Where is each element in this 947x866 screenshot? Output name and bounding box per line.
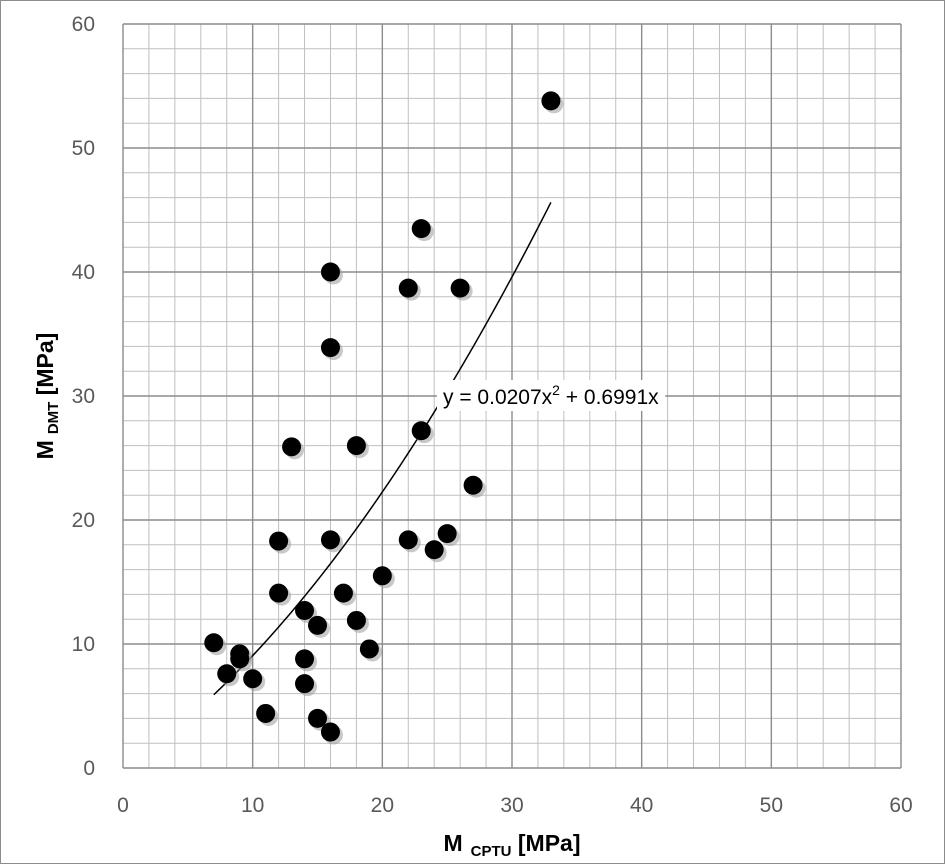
x-axis-title-main: M xyxy=(443,830,462,856)
data-point xyxy=(411,421,431,441)
x-axis-title: M CPTU [MPa] xyxy=(443,830,580,860)
x-tick-label: 60 xyxy=(889,794,912,817)
data-point xyxy=(217,664,237,684)
data-point xyxy=(450,278,470,298)
trendline-equation: y = 0.0207x2 + 0.6991x xyxy=(437,380,666,411)
data-point xyxy=(424,540,444,560)
equation-exponent: 2 xyxy=(552,382,560,398)
equation-part-main: y = 0.0207x xyxy=(443,386,553,409)
equation-label: y = 0.0207x2 + 0.6991x xyxy=(443,382,659,409)
y-tick-label: 30 xyxy=(72,385,95,408)
equation-background xyxy=(437,380,666,411)
data-point xyxy=(269,583,289,603)
data-point xyxy=(346,610,366,630)
data-point xyxy=(308,615,327,635)
y-tick-label: 10 xyxy=(72,633,95,656)
x-tick-label: 50 xyxy=(760,794,783,817)
data-point xyxy=(398,278,418,298)
x-axis-title-subscript: CPTU xyxy=(471,843,512,860)
y-tick-label: 50 xyxy=(72,137,95,160)
x-tick-labels: 0 10 20 30 40 50 60 xyxy=(117,794,913,817)
data-point xyxy=(463,475,483,495)
y-tick-labels: 0 10 20 30 40 50 60 xyxy=(72,13,95,780)
data-point xyxy=(411,219,431,239)
data-point xyxy=(541,91,561,111)
y-tick-label: 60 xyxy=(72,13,95,36)
data-point xyxy=(333,583,353,603)
data-point xyxy=(282,437,302,457)
data-point xyxy=(308,708,327,728)
data-point xyxy=(295,601,315,621)
data-point xyxy=(295,649,315,669)
x-tick-label: 10 xyxy=(241,794,264,817)
x-tick-label: 30 xyxy=(500,794,523,817)
trendline xyxy=(213,202,552,696)
data-point xyxy=(359,639,379,659)
data-point xyxy=(243,669,263,689)
data-point xyxy=(372,566,392,586)
data-point xyxy=(320,262,340,282)
data-point xyxy=(269,531,289,551)
data-point xyxy=(295,674,315,694)
data-point xyxy=(398,530,418,550)
y-axis-title-unit: [MPa] xyxy=(32,333,58,402)
data-point xyxy=(320,530,340,550)
x-axis-title-unit: [MPa] xyxy=(512,830,581,856)
data-point xyxy=(320,722,340,742)
equation-part-rest: + 0.6991x xyxy=(560,386,659,409)
data-point xyxy=(437,524,457,544)
data-point xyxy=(230,649,250,669)
data-point xyxy=(204,633,224,653)
data-point xyxy=(256,703,276,723)
data-point xyxy=(320,338,340,358)
x-tick-label: 0 xyxy=(117,794,129,817)
x-tick-label: 20 xyxy=(371,794,394,817)
y-tick-label: 40 xyxy=(72,261,95,284)
y-axis-title: M DMT [MPa] xyxy=(32,333,62,460)
data-points xyxy=(204,91,564,745)
y-tick-label: 20 xyxy=(72,509,95,532)
y-tick-label: 0 xyxy=(83,757,95,780)
y-axis-title-main: M xyxy=(32,440,58,459)
x-tick-label: 40 xyxy=(630,794,653,817)
data-point xyxy=(346,436,366,456)
y-axis-title-subscript: DMT xyxy=(45,402,62,435)
